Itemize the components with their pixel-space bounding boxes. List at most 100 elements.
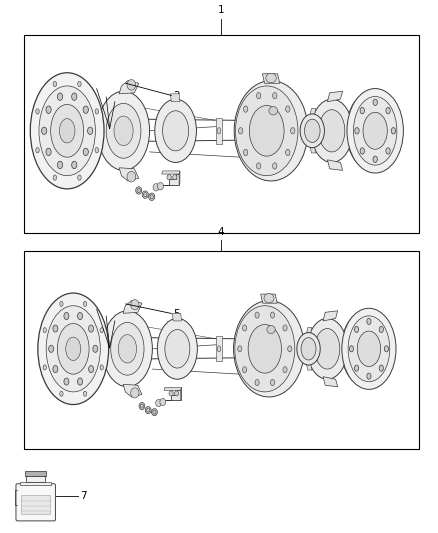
Polygon shape — [123, 384, 142, 397]
Ellipse shape — [118, 335, 137, 363]
Ellipse shape — [297, 333, 320, 365]
Ellipse shape — [257, 163, 261, 169]
Ellipse shape — [88, 366, 94, 373]
Polygon shape — [310, 109, 316, 115]
Ellipse shape — [300, 114, 325, 148]
Ellipse shape — [106, 103, 141, 158]
Ellipse shape — [384, 346, 389, 352]
Text: 7: 7 — [80, 490, 87, 500]
Ellipse shape — [88, 127, 93, 134]
Ellipse shape — [270, 379, 275, 385]
Polygon shape — [164, 390, 181, 400]
Ellipse shape — [93, 345, 98, 352]
Ellipse shape — [272, 163, 277, 169]
Ellipse shape — [350, 346, 353, 352]
Ellipse shape — [360, 148, 364, 154]
Ellipse shape — [98, 91, 150, 171]
Ellipse shape — [342, 308, 396, 389]
Ellipse shape — [88, 325, 94, 332]
Ellipse shape — [127, 79, 136, 90]
Ellipse shape — [114, 116, 133, 146]
Ellipse shape — [150, 195, 153, 199]
Polygon shape — [242, 118, 248, 144]
Ellipse shape — [243, 127, 247, 134]
Ellipse shape — [43, 328, 46, 333]
Ellipse shape — [95, 109, 99, 114]
Polygon shape — [240, 336, 247, 361]
Ellipse shape — [270, 312, 275, 318]
Ellipse shape — [235, 306, 295, 392]
Ellipse shape — [269, 107, 278, 115]
Ellipse shape — [217, 127, 221, 134]
Ellipse shape — [60, 119, 75, 143]
Ellipse shape — [165, 329, 190, 368]
Ellipse shape — [244, 149, 248, 156]
Ellipse shape — [72, 161, 77, 168]
Ellipse shape — [363, 112, 387, 149]
Ellipse shape — [78, 378, 82, 385]
Text: 5: 5 — [173, 309, 180, 319]
Ellipse shape — [360, 108, 364, 114]
Ellipse shape — [290, 127, 295, 134]
Ellipse shape — [64, 312, 69, 320]
Ellipse shape — [248, 325, 282, 373]
Ellipse shape — [139, 402, 145, 410]
Ellipse shape — [367, 373, 371, 379]
Ellipse shape — [83, 106, 88, 114]
Ellipse shape — [257, 93, 261, 99]
Polygon shape — [328, 91, 343, 102]
Polygon shape — [119, 168, 139, 181]
Ellipse shape — [36, 109, 39, 114]
Ellipse shape — [373, 156, 378, 163]
Ellipse shape — [145, 407, 151, 414]
Polygon shape — [164, 387, 181, 390]
Ellipse shape — [301, 338, 316, 360]
Ellipse shape — [100, 328, 103, 333]
Ellipse shape — [39, 86, 95, 176]
Ellipse shape — [355, 127, 359, 134]
Ellipse shape — [57, 161, 63, 168]
Ellipse shape — [111, 322, 144, 375]
Ellipse shape — [288, 346, 292, 352]
Ellipse shape — [255, 379, 259, 385]
Ellipse shape — [30, 72, 104, 189]
Polygon shape — [310, 147, 316, 153]
Polygon shape — [215, 118, 223, 144]
Ellipse shape — [354, 326, 359, 333]
Ellipse shape — [53, 82, 57, 87]
Ellipse shape — [78, 175, 81, 180]
Ellipse shape — [264, 294, 274, 303]
Ellipse shape — [314, 122, 323, 140]
Bar — [21, 495, 50, 514]
Ellipse shape — [243, 367, 247, 373]
Ellipse shape — [153, 410, 156, 414]
Ellipse shape — [38, 293, 109, 405]
Bar — [26, 475, 45, 482]
Polygon shape — [162, 171, 180, 174]
FancyBboxPatch shape — [16, 484, 56, 521]
Ellipse shape — [47, 302, 106, 395]
Ellipse shape — [234, 80, 308, 181]
Ellipse shape — [157, 318, 198, 379]
Ellipse shape — [60, 391, 63, 396]
Polygon shape — [307, 364, 312, 370]
Ellipse shape — [238, 346, 242, 352]
Ellipse shape — [373, 99, 378, 106]
Ellipse shape — [51, 104, 84, 157]
Ellipse shape — [155, 399, 162, 407]
Ellipse shape — [53, 366, 58, 373]
Ellipse shape — [136, 187, 142, 194]
Polygon shape — [170, 94, 180, 102]
Ellipse shape — [249, 106, 284, 156]
Bar — [24, 251, 419, 449]
Ellipse shape — [255, 312, 259, 318]
Ellipse shape — [169, 391, 173, 396]
Polygon shape — [307, 327, 312, 334]
Ellipse shape — [46, 106, 51, 114]
Bar — [25, 471, 46, 475]
Ellipse shape — [242, 346, 246, 352]
Ellipse shape — [157, 182, 163, 190]
Polygon shape — [262, 74, 280, 83]
Polygon shape — [323, 311, 338, 321]
Ellipse shape — [53, 325, 58, 332]
